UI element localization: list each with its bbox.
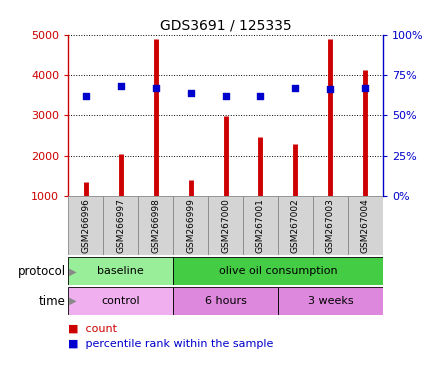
Text: ■  percentile rank within the sample: ■ percentile rank within the sample (68, 339, 274, 349)
Text: olive oil consumption: olive oil consumption (219, 266, 337, 276)
Bar (68, 197, 103, 255)
Point (327, 86, 334, 93)
Bar (138, 197, 173, 255)
Bar (103, 197, 138, 255)
Text: GSM267003: GSM267003 (326, 198, 335, 253)
Point (222, 93, 229, 99)
Point (257, 93, 264, 99)
Bar (173, 287, 278, 315)
Point (82, 93, 89, 99)
Text: 6 hours: 6 hours (205, 296, 246, 306)
Point (117, 83, 124, 89)
Point (362, 85, 369, 91)
Text: ▶: ▶ (66, 266, 77, 276)
Bar (208, 197, 243, 255)
Text: GSM266998: GSM266998 (151, 198, 160, 253)
Text: GSM266997: GSM266997 (116, 198, 125, 253)
Bar (313, 197, 348, 255)
Title: GDS3691 / 125335: GDS3691 / 125335 (160, 18, 291, 32)
Bar (278, 287, 383, 315)
Text: time: time (39, 295, 66, 308)
Bar (243, 197, 278, 255)
Point (187, 89, 194, 96)
Bar (348, 197, 383, 255)
Text: 3 weeks: 3 weeks (308, 296, 353, 306)
Text: ▶: ▶ (66, 296, 77, 306)
Text: control: control (101, 296, 140, 306)
Bar (68, 287, 173, 315)
Text: GSM267001: GSM267001 (256, 198, 265, 253)
Text: GSM267004: GSM267004 (361, 198, 370, 253)
Text: GSM266999: GSM266999 (186, 198, 195, 253)
Text: GSM267000: GSM267000 (221, 198, 230, 253)
Text: ■  count: ■ count (68, 324, 117, 334)
Bar (173, 197, 208, 255)
Text: GSM266996: GSM266996 (81, 198, 90, 253)
Text: protocol: protocol (18, 265, 66, 278)
Bar (68, 257, 173, 285)
Point (292, 85, 299, 91)
Bar (278, 197, 313, 255)
Text: baseline: baseline (97, 266, 144, 276)
Point (152, 85, 159, 91)
Bar (173, 257, 383, 285)
Text: GSM267002: GSM267002 (291, 198, 300, 253)
